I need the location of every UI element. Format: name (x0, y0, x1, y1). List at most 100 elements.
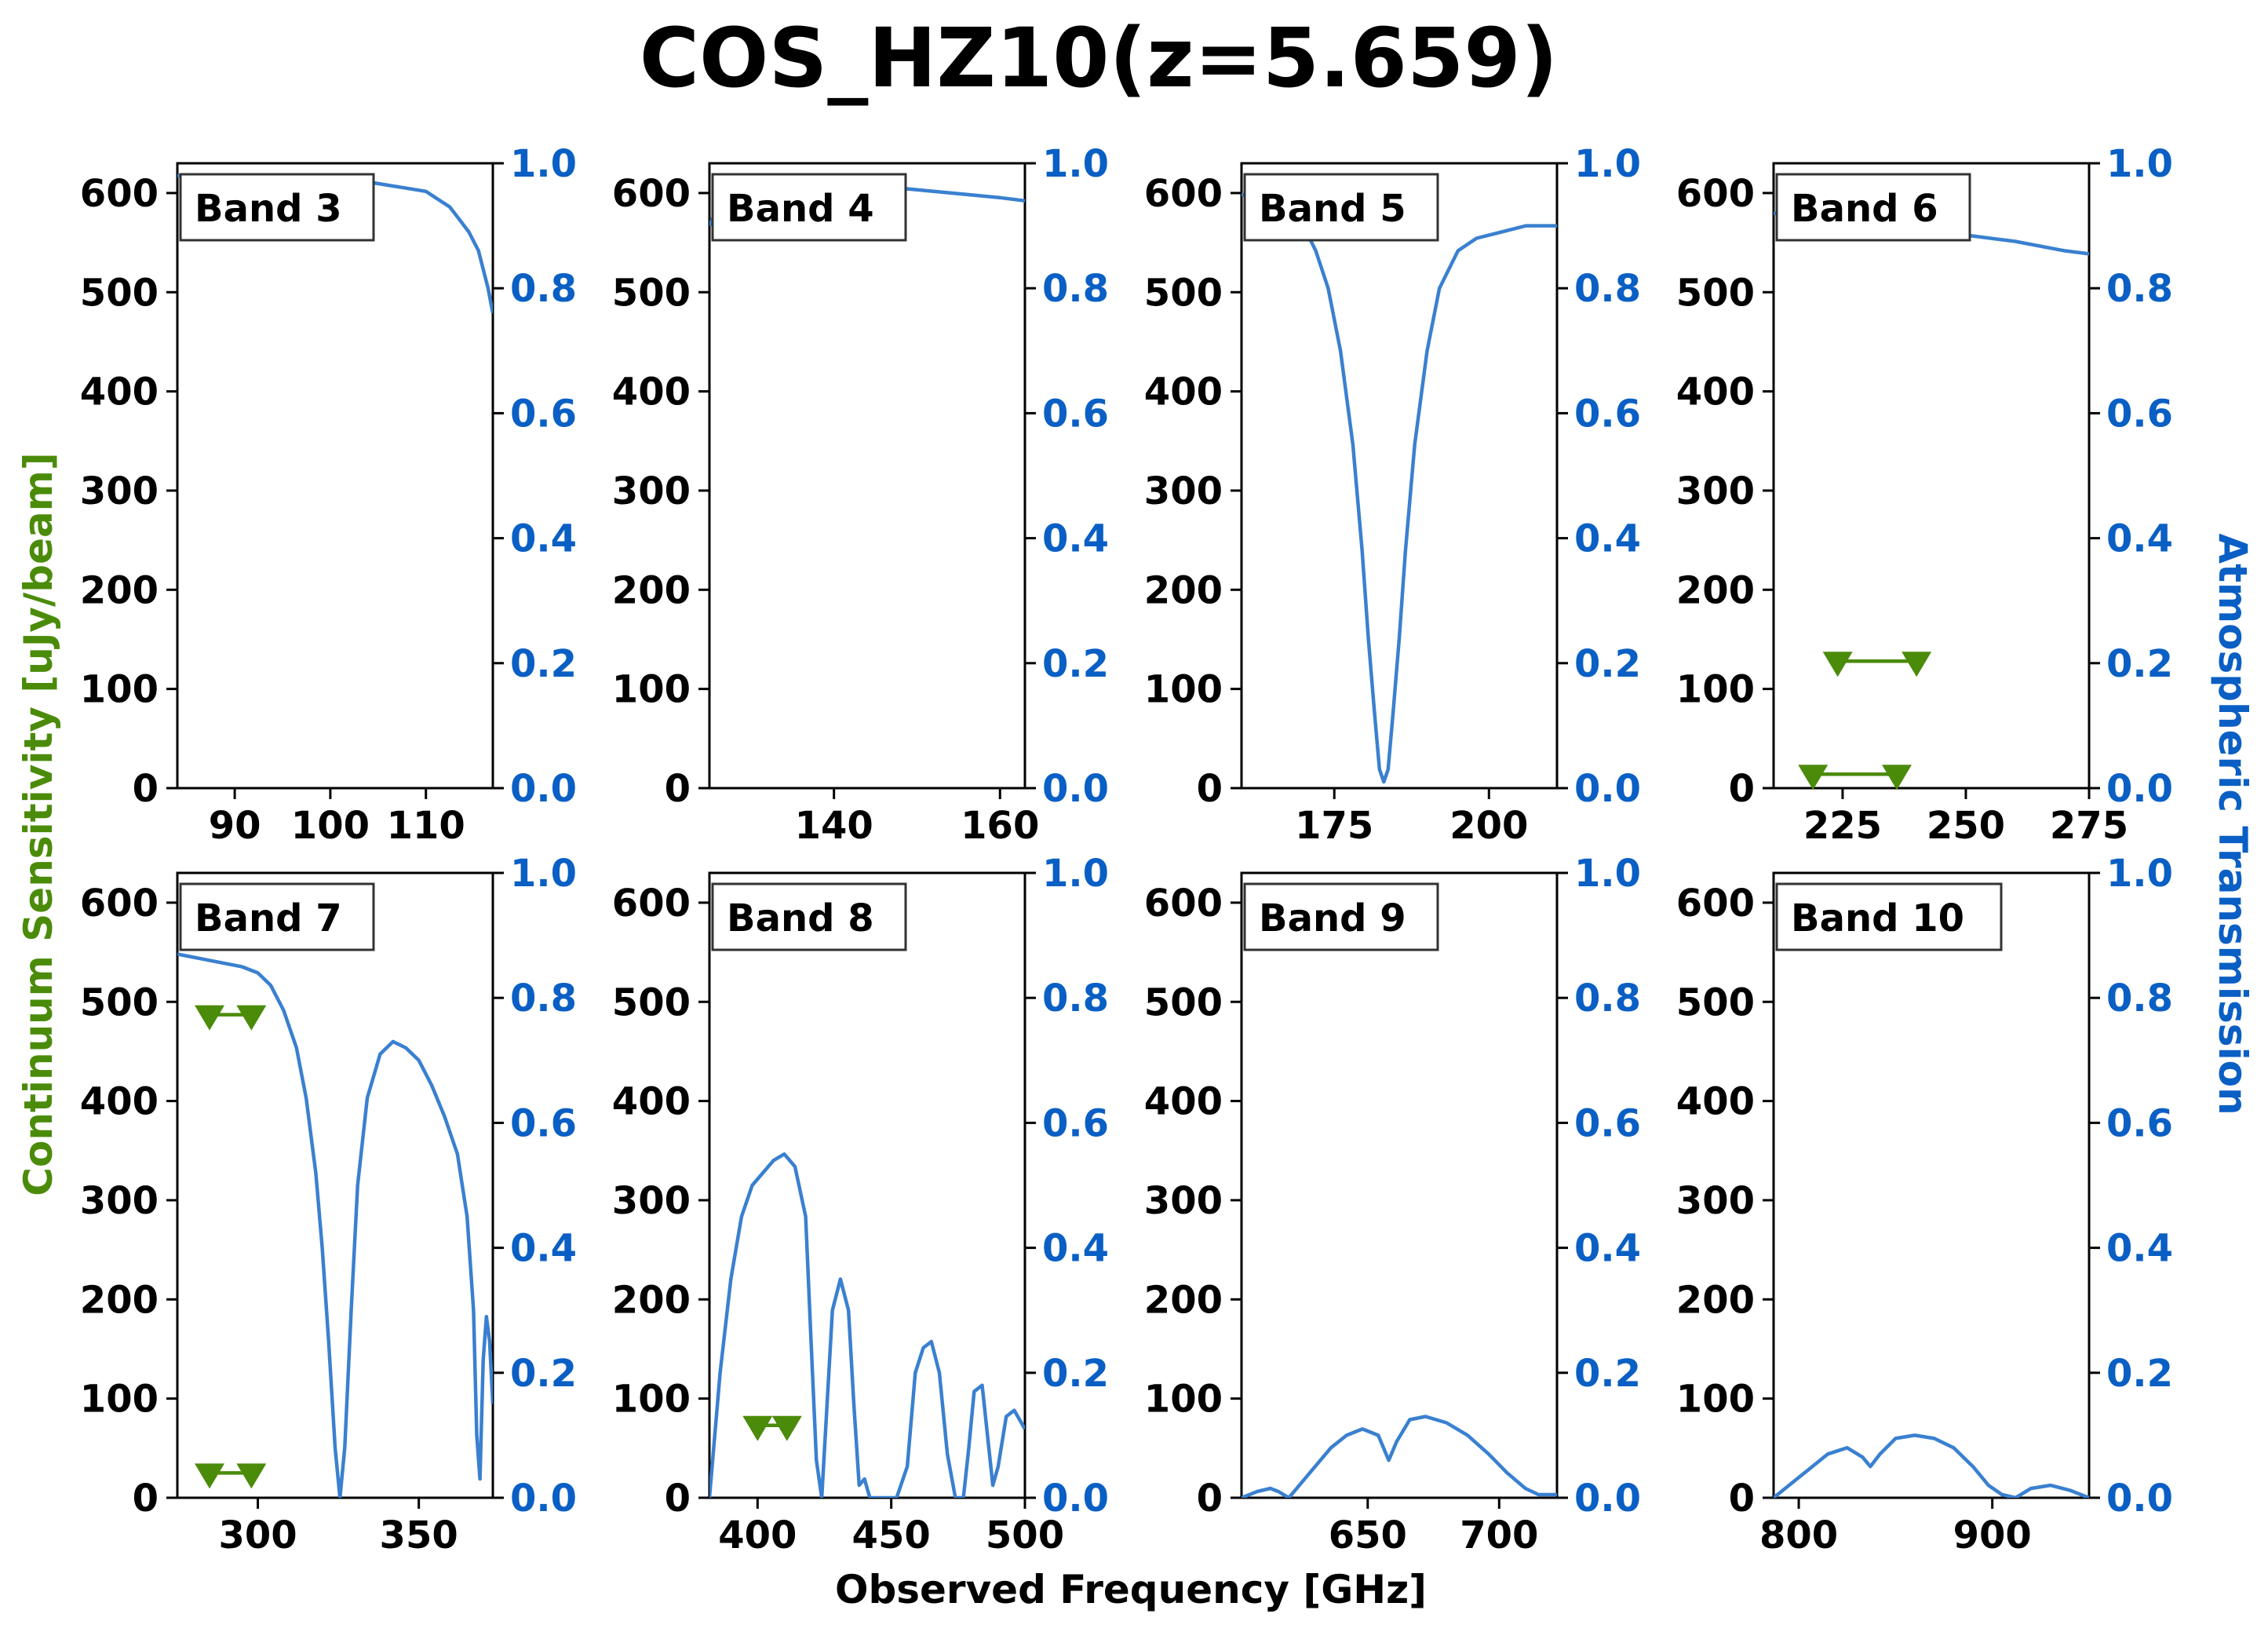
right-tick-label: 0.8 (1042, 977, 1109, 1020)
right-tick-label: 1.0 (2106, 852, 2173, 896)
band-label: Band 8 (727, 896, 874, 940)
left-tick-label: 0 (665, 1477, 691, 1521)
left-tick-label: 100 (1676, 668, 1755, 712)
left-tick-label: 200 (80, 1278, 159, 1322)
left-tick-label: 100 (80, 1378, 159, 1422)
x-tick-label: 175 (1295, 804, 1373, 848)
left-tick-label: 0 (1197, 1477, 1223, 1521)
left-tick-label: 300 (612, 1179, 691, 1223)
right-tick-label: 1.0 (1574, 142, 1641, 186)
sensitivity-upper-limit-marker (195, 1463, 225, 1489)
left-tick-label: 200 (1144, 568, 1223, 612)
right-tick-label: 0.0 (1042, 1477, 1109, 1521)
right-tick-label: 0.6 (1574, 392, 1641, 436)
x-tick-label: 700 (1460, 1513, 1538, 1557)
left-tick-label: 300 (1144, 469, 1223, 513)
panel-7: 0 100 200 300 400 500 600 0.0 0.2 0.4 0.6 0.8 1.0 650… (1144, 852, 1641, 1557)
left-tick-label: 200 (1144, 1278, 1223, 1322)
x-tick-label: 140 (795, 804, 873, 848)
band-label: Band 4 (727, 187, 874, 231)
panel-frame (176, 871, 494, 1499)
x-tick-label: 225 (1803, 804, 1882, 848)
panel-frame (1772, 162, 2091, 790)
right-tick-label: 0.6 (1042, 1101, 1109, 1145)
left-tick-label: 300 (80, 469, 159, 513)
band-label: Band 9 (1259, 896, 1406, 940)
left-tick-label: 500 (1676, 271, 1755, 315)
right-tick-label: 1.0 (510, 142, 577, 186)
x-tick-label: 350 (380, 1513, 458, 1557)
panel-4: 0 100 200 300 400 500 600 0.0 0.2 0.4 0.6 0.8 1.0 225… (1676, 142, 2173, 848)
right-tick-label: 0.8 (1574, 977, 1641, 1020)
left-tick-label: 0 (133, 1477, 159, 1521)
right-tick-label: 0.2 (1574, 1352, 1641, 1396)
left-tick-label: 100 (80, 668, 159, 712)
right-tick-label: 1.0 (1042, 142, 1109, 186)
x-axis-label: Observed Frequency [GHz] (835, 1567, 1427, 1612)
chart-title: COS_HZ10(z=5.659) (640, 10, 1559, 106)
right-tick-label: 0.2 (510, 642, 577, 686)
left-tick-label: 600 (612, 172, 691, 216)
left-tick-label: 400 (80, 1080, 159, 1124)
sensitivity-upper-limit-marker (1798, 765, 1829, 790)
x-tick-label: 450 (852, 1513, 931, 1557)
sensitivity-upper-limit-marker (1882, 765, 1912, 790)
right-tick-label: 0.8 (510, 977, 577, 1020)
x-tick-label: 90 (209, 804, 261, 848)
panel-frame (708, 871, 1026, 1499)
left-tick-label: 500 (1676, 980, 1755, 1024)
transmission-line (709, 1152, 1025, 1498)
right-tick-label: 0.0 (1574, 767, 1641, 811)
left-tick-label: 500 (1144, 980, 1223, 1024)
x-tick-label: 400 (718, 1513, 797, 1557)
left-tick-label: 400 (612, 1080, 691, 1124)
right-tick-label: 0.4 (1574, 1227, 1641, 1271)
transmission-line (1242, 192, 1557, 784)
left-tick-label: 400 (1676, 371, 1755, 414)
right-tick-label: 0.0 (510, 767, 577, 811)
panel-frame (176, 162, 494, 790)
panel-5: 0 100 200 300 400 500 600 0.0 0.2 0.4 0.6 0.8 1.0 300… (80, 852, 577, 1557)
right-tick-label: 0.0 (2106, 1477, 2173, 1521)
sensitivity-upper-limit-marker (1822, 652, 1853, 677)
right-tick-label: 0.6 (1042, 392, 1109, 436)
panel-8: 0 100 200 300 400 500 600 0.0 0.2 0.4 0.6 0.8 1.0 800… (1676, 852, 2173, 1557)
band-label: Band 3 (195, 187, 342, 231)
right-tick-label: 0.4 (2106, 1227, 2173, 1271)
right-tick-label: 0.6 (510, 1101, 577, 1145)
sensitivity-upper-limit-marker (1902, 652, 1932, 677)
y-axis-label-left: Continuum Sensitivity [uJy/beam] (16, 452, 61, 1196)
x-tick-label: 275 (2050, 804, 2128, 848)
right-tick-label: 0.8 (2106, 977, 2173, 1020)
left-tick-label: 600 (80, 882, 159, 926)
right-tick-label: 0.4 (1042, 517, 1109, 561)
left-tick-label: 0 (665, 767, 691, 811)
band-label-box (179, 173, 375, 242)
right-tick-label: 0.0 (510, 1477, 577, 1521)
x-tick-label: 900 (1953, 1513, 2032, 1557)
transmission-line (1774, 1433, 2089, 1498)
x-tick-label: 650 (1329, 1513, 1407, 1557)
panel-frame (708, 162, 1026, 790)
left-tick-label: 300 (612, 469, 691, 513)
left-tick-label: 600 (612, 882, 691, 926)
left-tick-label: 0 (133, 767, 159, 811)
right-tick-label: 0.2 (2106, 1352, 2173, 1396)
left-tick-label: 300 (80, 1179, 159, 1223)
right-tick-label: 0.4 (1574, 517, 1641, 561)
left-tick-label: 400 (1676, 1080, 1755, 1124)
left-tick-label: 100 (612, 1378, 691, 1422)
left-tick-label: 0 (1729, 1477, 1755, 1521)
panel-frame (1772, 871, 2091, 1499)
left-tick-label: 100 (1144, 668, 1223, 712)
right-tick-label: 0.8 (2106, 267, 2173, 311)
left-tick-label: 200 (612, 568, 691, 612)
panel-frame (1240, 162, 1559, 790)
band-label-box (1775, 173, 1971, 242)
left-tick-label: 200 (1676, 1278, 1755, 1322)
left-tick-label: 100 (1144, 1378, 1223, 1422)
right-tick-label: 0.4 (2106, 517, 2173, 561)
left-tick-label: 400 (612, 371, 691, 414)
right-tick-label: 0.4 (510, 517, 577, 561)
